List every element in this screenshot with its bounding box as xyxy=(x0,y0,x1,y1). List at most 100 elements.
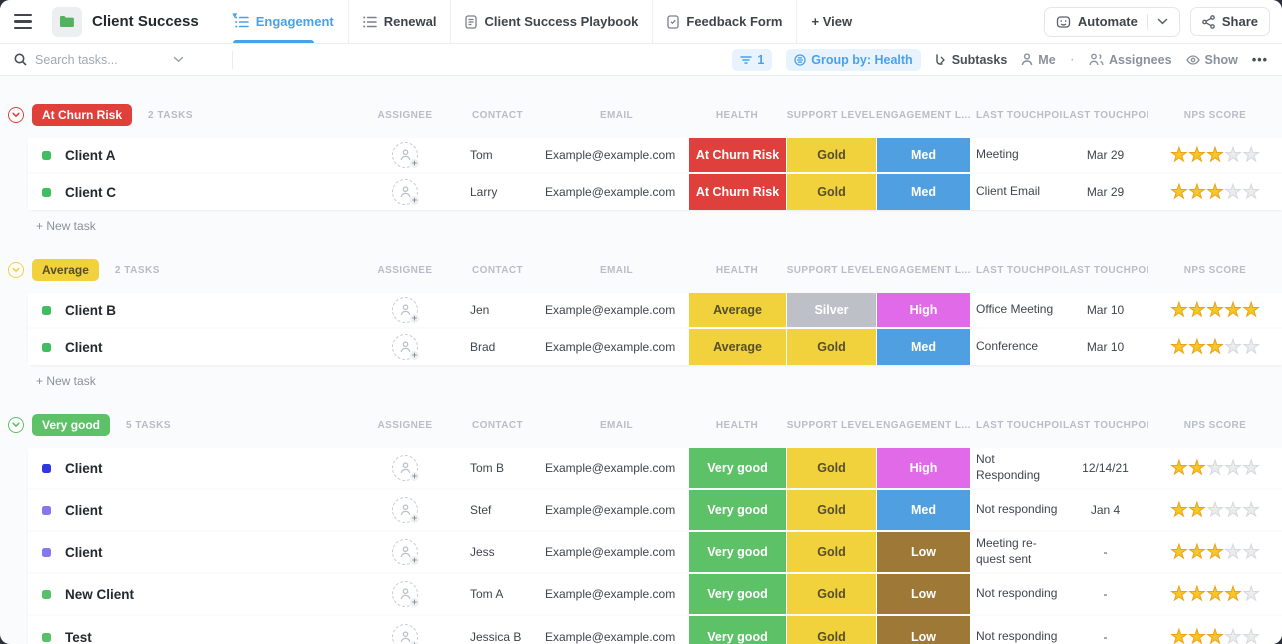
column-header[interactable]: ENGAGEMENT L... xyxy=(876,264,970,276)
task-status-icon[interactable] xyxy=(42,547,51,557)
health-badge[interactable]: Average xyxy=(688,329,786,365)
star-empty-icon[interactable]: ★ xyxy=(1242,144,1260,166)
touchpoint-cell[interactable]: Conference xyxy=(976,339,1039,354)
star-empty-icon[interactable]: ★ xyxy=(1242,336,1260,358)
share-button[interactable]: Share xyxy=(1189,7,1270,36)
column-header[interactable]: CONTACT xyxy=(472,419,523,431)
star-filled-icon[interactable]: ★ xyxy=(1224,299,1242,321)
health-badge[interactable]: At Churn Risk xyxy=(688,174,786,210)
touchpoint-cell[interactable]: Meeting re- quest sent xyxy=(976,536,1037,566)
task-name[interactable]: Client xyxy=(65,460,103,476)
task-row[interactable]: Client + Jess Example@example.com Very g… xyxy=(28,532,1282,574)
contact-cell[interactable]: Tom xyxy=(470,148,493,162)
column-header[interactable]: HEALTH xyxy=(715,264,759,276)
star-filled-icon[interactable]: ★ xyxy=(1188,299,1206,321)
email-cell[interactable]: Example@example.com xyxy=(545,461,676,475)
health-badge[interactable]: Very good xyxy=(688,574,786,614)
folder-icon[interactable] xyxy=(52,6,82,37)
star-empty-icon[interactable]: ★ xyxy=(1224,457,1242,479)
contact-cell[interactable]: Tom B xyxy=(470,461,505,475)
column-header[interactable]: CONTACT xyxy=(472,109,523,121)
group-collapse-chevron-icon[interactable] xyxy=(8,262,24,278)
column-header[interactable]: LAST TOUCHPOI... xyxy=(1063,419,1148,431)
group-collapse-chevron-icon[interactable] xyxy=(8,417,24,433)
filter-pill[interactable]: 1 xyxy=(732,48,773,71)
email-cell[interactable]: Example@example.com xyxy=(545,340,676,354)
star-filled-icon[interactable]: ★ xyxy=(1206,299,1224,321)
star-empty-icon[interactable]: ★ xyxy=(1242,626,1260,644)
task-row[interactable]: Client + Brad Example@example.com Averag… xyxy=(28,329,1282,365)
task-row[interactable]: Client B + Jen Example@example.com Avera… xyxy=(28,293,1282,329)
task-row[interactable]: Test + Jessica B Example@example.com Ver… xyxy=(28,616,1282,644)
contact-cell[interactable]: Brad xyxy=(470,340,496,354)
new-task-button[interactable]: + New task xyxy=(36,219,96,233)
column-header[interactable]: HEALTH xyxy=(715,419,759,431)
task-status-icon[interactable] xyxy=(42,187,51,197)
support-badge[interactable]: Gold xyxy=(786,448,876,488)
task-status-icon[interactable] xyxy=(42,505,51,515)
star-filled-icon[interactable]: ★ xyxy=(1188,626,1206,644)
menu-icon[interactable] xyxy=(14,11,36,33)
add-assignee-icon[interactable]: + xyxy=(392,497,420,524)
task-name[interactable]: Test xyxy=(65,629,92,644)
star-empty-icon[interactable]: ★ xyxy=(1206,457,1224,479)
task-name[interactable]: Client xyxy=(65,544,103,560)
email-cell[interactable]: Example@example.com xyxy=(545,503,676,517)
health-badge[interactable]: Very good xyxy=(688,532,786,572)
column-header[interactable]: CONTACT xyxy=(472,264,523,276)
contact-cell[interactable]: Jess xyxy=(470,545,495,559)
star-empty-icon[interactable]: ★ xyxy=(1242,457,1260,479)
engagement-badge[interactable]: Low xyxy=(876,616,970,644)
add-assignee-icon[interactable]: + xyxy=(392,455,420,482)
group-status-badge[interactable]: Very good xyxy=(32,414,111,436)
task-row[interactable]: Client A + Tom Example@example.com At Ch… xyxy=(28,138,1282,174)
show-menu[interactable]: Show xyxy=(1185,53,1238,67)
star-filled-icon[interactable]: ★ xyxy=(1242,299,1260,321)
add-view-button[interactable]: + View xyxy=(796,0,866,43)
date-cell[interactable]: Mar 10 xyxy=(1086,340,1125,354)
date-cell[interactable]: - xyxy=(1103,545,1108,559)
star-filled-icon[interactable]: ★ xyxy=(1170,583,1188,605)
column-header[interactable]: LAST TOUCHPOI... xyxy=(1063,264,1148,276)
health-badge[interactable]: Very good xyxy=(688,448,786,488)
star-empty-icon[interactable]: ★ xyxy=(1224,541,1242,563)
engagement-badge[interactable]: Low xyxy=(876,574,970,614)
star-empty-icon[interactable]: ★ xyxy=(1224,499,1242,521)
star-filled-icon[interactable]: ★ xyxy=(1206,626,1224,644)
email-cell[interactable]: Example@example.com xyxy=(545,185,676,199)
task-status-icon[interactable] xyxy=(42,463,51,473)
column-header[interactable]: HEALTH xyxy=(715,109,759,121)
star-empty-icon[interactable]: ★ xyxy=(1224,181,1242,203)
star-filled-icon[interactable]: ★ xyxy=(1170,541,1188,563)
column-header[interactable]: ASSIGNEE xyxy=(377,419,433,431)
star-filled-icon[interactable]: ★ xyxy=(1224,583,1242,605)
star-empty-icon[interactable]: ★ xyxy=(1224,626,1242,644)
automate-button[interactable]: Automate xyxy=(1043,6,1180,37)
add-assignee-icon[interactable]: + xyxy=(392,624,420,644)
engagement-badge[interactable]: Low xyxy=(876,532,970,572)
star-filled-icon[interactable]: ★ xyxy=(1188,457,1206,479)
task-row[interactable]: Client + Stef Example@example.com Very g… xyxy=(28,490,1282,532)
group-status-badge[interactable]: At Churn Risk xyxy=(32,104,133,126)
star-filled-icon[interactable]: ★ xyxy=(1170,336,1188,358)
column-header[interactable]: ASSIGNEE xyxy=(377,109,433,121)
add-assignee-icon[interactable]: + xyxy=(392,142,420,169)
support-badge[interactable]: Gold xyxy=(786,138,876,172)
task-status-icon[interactable] xyxy=(42,305,51,315)
star-filled-icon[interactable]: ★ xyxy=(1206,541,1224,563)
column-header[interactable]: ASSIGNEE xyxy=(377,264,433,276)
column-header[interactable]: LAST TOUCHPOI... xyxy=(1063,109,1148,121)
task-status-icon[interactable] xyxy=(42,342,51,352)
add-assignee-icon[interactable]: + xyxy=(392,539,420,566)
task-row[interactable]: New Client + Tom A Example@example.com V… xyxy=(28,574,1282,616)
support-badge[interactable]: Gold xyxy=(786,574,876,614)
column-header[interactable]: LAST TOUCHPOI... xyxy=(976,264,1063,276)
column-header[interactable]: EMAIL xyxy=(599,109,634,121)
contact-cell[interactable]: Jessica B xyxy=(470,630,522,644)
star-filled-icon[interactable]: ★ xyxy=(1170,299,1188,321)
task-row[interactable]: Client C + Larry Example@example.com At … xyxy=(28,174,1282,210)
add-assignee-icon[interactable]: + xyxy=(392,581,420,608)
health-badge[interactable]: At Churn Risk xyxy=(688,138,786,172)
group-collapse-chevron-icon[interactable] xyxy=(8,107,24,123)
column-header[interactable]: ENGAGEMENT L... xyxy=(876,109,970,121)
